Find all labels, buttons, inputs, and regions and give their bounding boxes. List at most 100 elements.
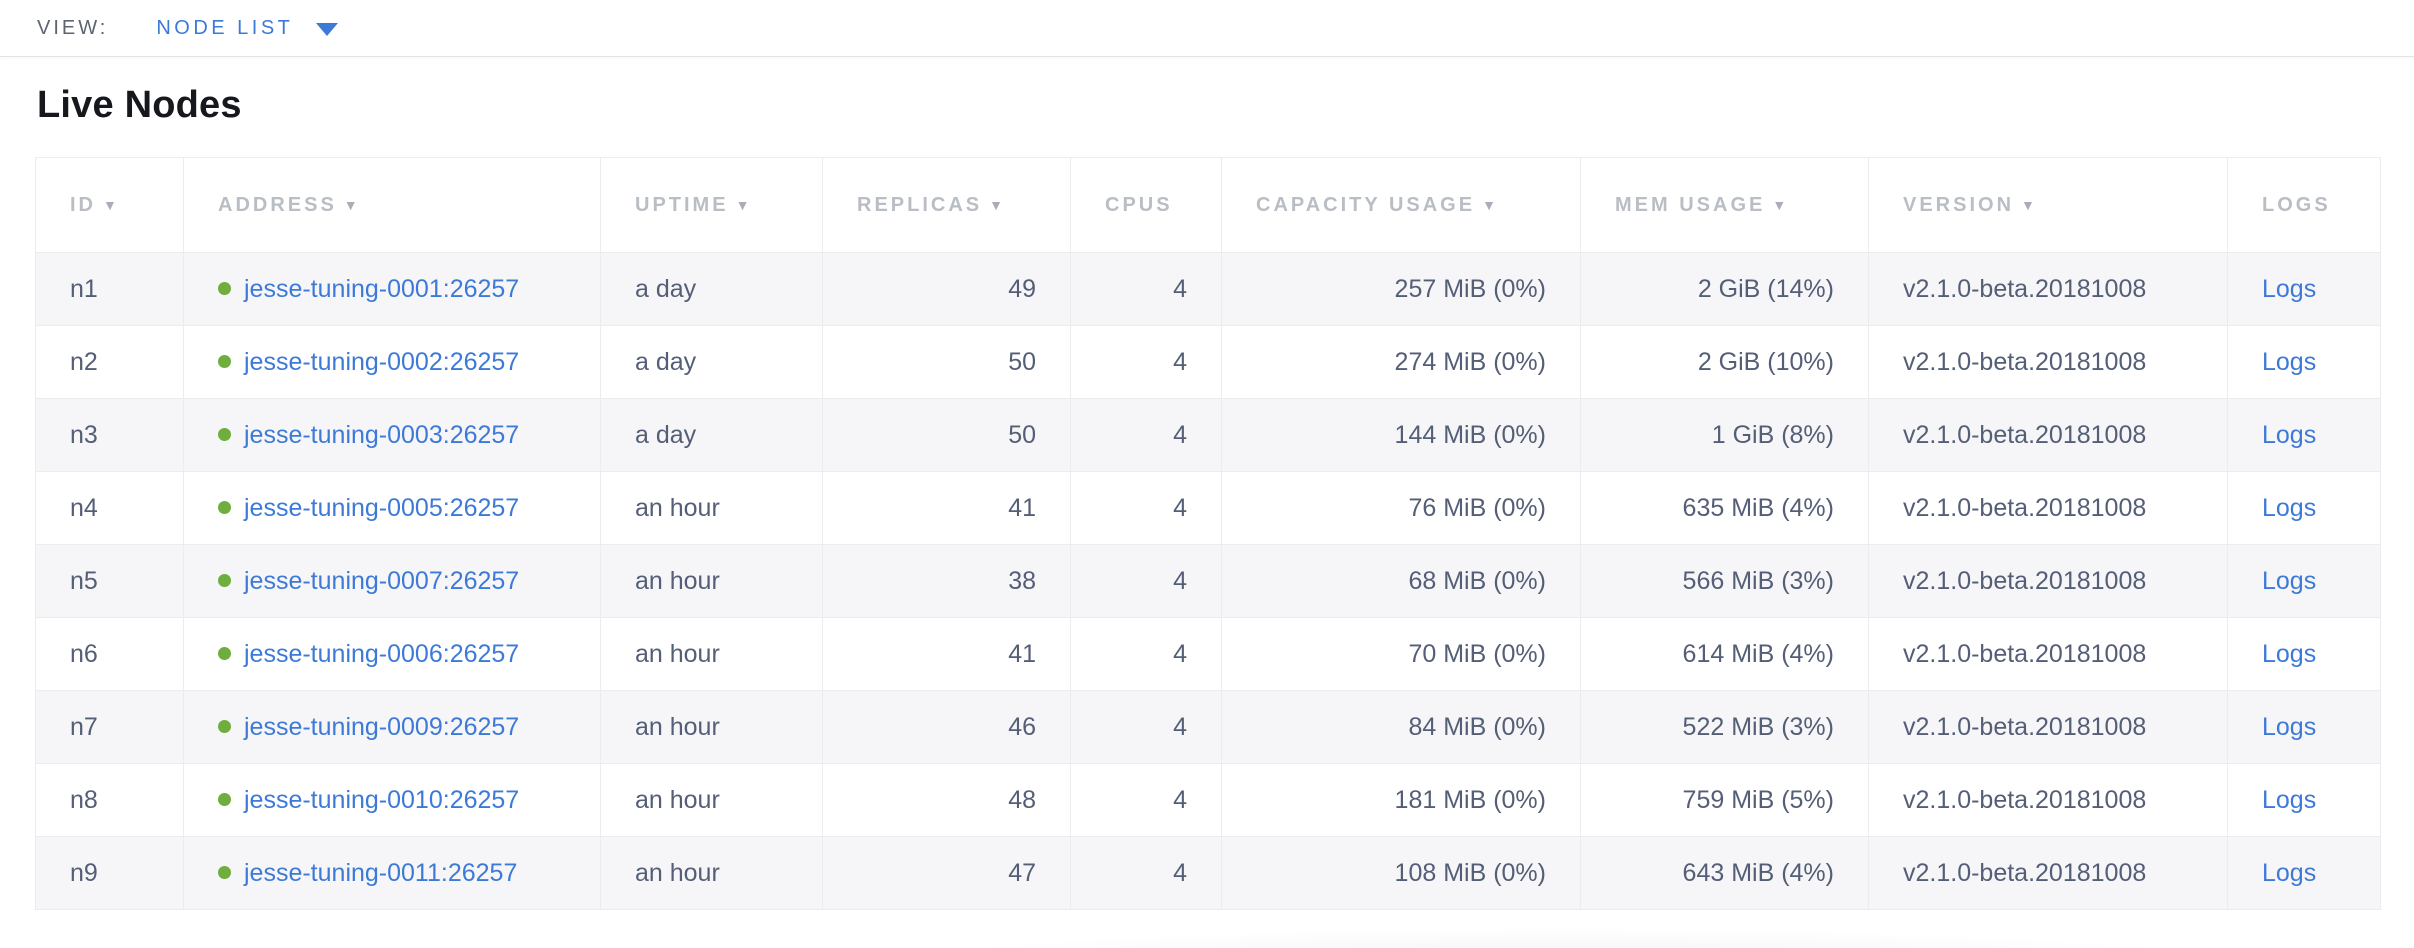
cell-version: v2.1.0-beta.20181008	[1868, 325, 2228, 399]
cell-mem-usage: 566 MiB (3%)	[1580, 544, 1869, 618]
cell-uptime: a day	[600, 252, 823, 326]
logs-link[interactable]: Logs	[2262, 712, 2317, 741]
address-link[interactable]: jesse-tuning-0010:26257	[244, 785, 520, 814]
column-header-uptime[interactable]: UPTIME ▼	[600, 157, 823, 253]
cell-version: v2.1.0-beta.20181008	[1868, 836, 2228, 910]
logs-link[interactable]: Logs	[2262, 858, 2317, 887]
address-link[interactable]: jesse-tuning-0002:26257	[244, 347, 520, 376]
address-link[interactable]: jesse-tuning-0003:26257	[244, 420, 520, 449]
status-dot-icon	[218, 281, 231, 295]
status-dot-icon	[218, 719, 231, 733]
cell-address: jesse-tuning-0005:26257	[183, 471, 601, 545]
cell-uptime: an hour	[600, 471, 823, 545]
main-content: Live Nodes ID ▼ ADDRESS ▼ UPTIME ▼ REPLICAS…	[0, 84, 2414, 910]
cell-uptime: an hour	[600, 544, 823, 618]
bottom-shadow	[900, 928, 2230, 948]
cell-logs: Logs	[2227, 836, 2381, 910]
cell-address: jesse-tuning-0011:26257	[183, 836, 601, 910]
caret-down-icon	[316, 23, 339, 36]
column-header-id[interactable]: ID ▼	[35, 157, 184, 253]
cell-capacity-usage: 274 MiB (0%)	[1221, 325, 1581, 399]
sort-arrow-down-icon: ▼	[1772, 196, 1790, 213]
table-row: n8 jesse-tuning-0010:26257 an hour 48 4 …	[35, 763, 2381, 837]
table-row: n1 jesse-tuning-0001:26257 a day 49 4 25…	[35, 252, 2381, 326]
cell-address: jesse-tuning-0009:26257	[183, 690, 601, 764]
sort-arrow-down-icon: ▼	[1482, 196, 1499, 213]
table-row: n5 jesse-tuning-0007:26257 an hour 38 4 …	[35, 544, 2381, 618]
cell-mem-usage: 2 GiB (14%)	[1580, 252, 1869, 326]
live-nodes-table: ID▼ ADDRESS▼ UPTIME▼ REPLICAS▼ CPUS▼ CAP…	[35, 157, 2381, 910]
column-header-label: CAPACITY USAGE	[1256, 193, 1476, 216]
column-header-capacity-usage[interactable]: CAPACITY USAGE ▼	[1221, 157, 1581, 253]
logs-link[interactable]: Logs	[2262, 785, 2317, 814]
cell-logs: Logs	[2227, 325, 2381, 399]
column-header-address[interactable]: ADDRESS ▼	[183, 157, 601, 253]
column-header-version[interactable]: VERSION ▼	[1868, 157, 2228, 253]
cell-address: jesse-tuning-0003:26257	[183, 398, 601, 472]
cell-mem-usage: 643 MiB (4%)	[1580, 836, 1869, 910]
column-header-replicas[interactable]: REPLICAS ▼	[822, 157, 1071, 253]
address-link[interactable]: jesse-tuning-0006:26257	[244, 639, 520, 668]
logs-link[interactable]: Logs	[2262, 639, 2317, 668]
cell-address: jesse-tuning-0010:26257	[183, 763, 601, 837]
sort-arrow-down-icon: ▼	[735, 196, 753, 213]
table-row: n9 jesse-tuning-0011:26257 an hour 47 4 …	[35, 836, 2381, 910]
address-link[interactable]: jesse-tuning-0007:26257	[244, 566, 520, 595]
column-header-label: UPTIME	[635, 193, 729, 216]
column-header-label: VERSION	[1903, 193, 2015, 216]
cell-mem-usage: 614 MiB (4%)	[1580, 617, 1869, 691]
address-link[interactable]: jesse-tuning-0005:26257	[244, 493, 520, 522]
cell-node-id: n6	[35, 617, 184, 691]
address-link[interactable]: jesse-tuning-0009:26257	[244, 712, 520, 741]
cell-replicas: 38	[822, 544, 1071, 618]
logs-link[interactable]: Logs	[2262, 493, 2317, 522]
cell-address: jesse-tuning-0007:26257	[183, 544, 601, 618]
cell-replicas: 41	[822, 617, 1071, 691]
column-header-label: MEM USAGE	[1615, 193, 1766, 216]
cell-node-id: n8	[35, 763, 184, 837]
nodes-table-body: n1 jesse-tuning-0001:26257 a day 49 4 25…	[35, 252, 2381, 910]
cell-logs: Logs	[2227, 398, 2381, 472]
cell-uptime: a day	[600, 398, 823, 472]
logs-link[interactable]: Logs	[2262, 274, 2317, 303]
column-header-label: LOGS	[2262, 193, 2331, 216]
address-link[interactable]: jesse-tuning-0011:26257	[244, 858, 518, 887]
column-header-mem-usage[interactable]: MEM USAGE ▼	[1580, 157, 1869, 253]
cell-cpus: 4	[1070, 763, 1222, 837]
table-header-row: ID▼ ADDRESS▼ UPTIME▼ REPLICAS▼ CPUS▼ CAP…	[35, 157, 2381, 253]
sort-arrow-down-icon: ▼	[103, 196, 120, 213]
sort-arrow-down-icon: ▼	[343, 196, 361, 213]
cell-cpus: 4	[1070, 544, 1222, 618]
logs-link[interactable]: Logs	[2262, 566, 2317, 595]
column-header-logs: LOGS▼	[2227, 157, 2381, 253]
view-selector-dropdown[interactable]: NODE LIST	[156, 17, 339, 40]
cell-version: v2.1.0-beta.20181008	[1868, 690, 2228, 764]
cell-version: v2.1.0-beta.20181008	[1868, 252, 2228, 326]
cell-node-id: n3	[35, 398, 184, 472]
sort-arrow-down-icon: ▼	[2021, 196, 2038, 213]
cell-cpus: 4	[1070, 398, 1222, 472]
cell-mem-usage: 759 MiB (5%)	[1580, 763, 1869, 837]
cell-cpus: 4	[1070, 836, 1222, 910]
cell-version: v2.1.0-beta.20181008	[1868, 398, 2228, 472]
logs-link[interactable]: Logs	[2262, 420, 2317, 449]
logs-link[interactable]: Logs	[2262, 347, 2317, 376]
address-link[interactable]: jesse-tuning-0001:26257	[244, 274, 520, 303]
cell-mem-usage: 2 GiB (10%)	[1580, 325, 1869, 399]
table-row: n3 jesse-tuning-0003:26257 a day 50 4 14…	[35, 398, 2381, 472]
cell-address: jesse-tuning-0002:26257	[183, 325, 601, 399]
cell-capacity-usage: 257 MiB (0%)	[1221, 252, 1581, 326]
cell-logs: Logs	[2227, 617, 2381, 691]
cell-replicas: 41	[822, 471, 1071, 545]
status-dot-icon	[218, 865, 231, 879]
cell-mem-usage: 1 GiB (8%)	[1580, 398, 1869, 472]
cell-cpus: 4	[1070, 471, 1222, 545]
status-dot-icon	[218, 427, 231, 441]
cell-address: jesse-tuning-0006:26257	[183, 617, 601, 691]
view-label: VIEW:	[37, 16, 109, 39]
sort-arrow-down-icon: ▼	[989, 196, 1006, 213]
cell-node-id: n1	[35, 252, 184, 326]
cell-replicas: 49	[822, 252, 1071, 326]
view-selector-bar: VIEW: NODE LIST	[0, 0, 2414, 57]
cell-node-id: n4	[35, 471, 184, 545]
